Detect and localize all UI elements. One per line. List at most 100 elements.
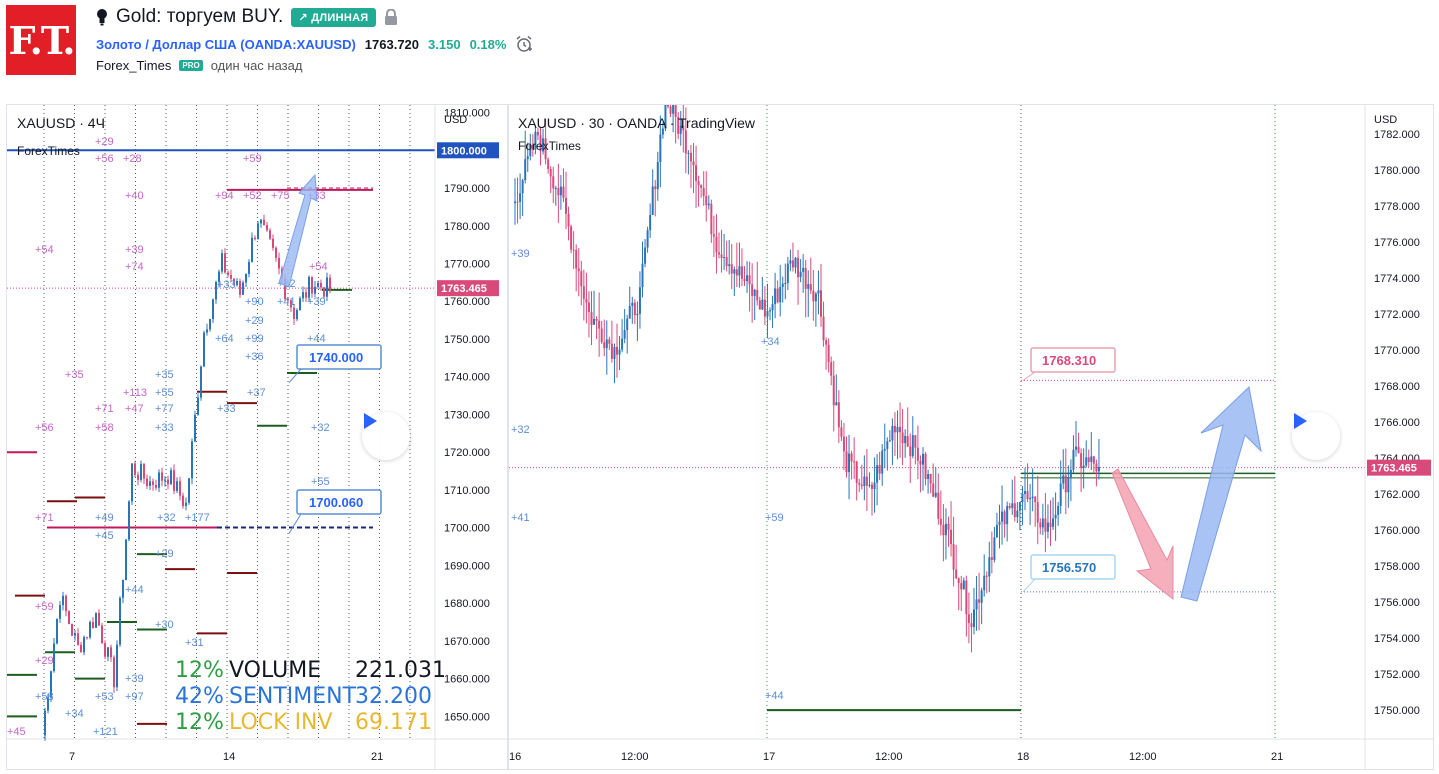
candle-body [664,105,667,129]
candle-body [1001,511,1004,522]
candle-body [654,186,657,190]
current-price-badge [1367,459,1431,476]
time-axis-label: 12:00 [1129,751,1157,763]
level-annotation: +39 [125,673,144,685]
left-chart-panel[interactable]: +29 +56 +28 +59 +40 +94 +52 +75 +33 +54 +39 +74 +54 +… [6,104,508,770]
candle-body [710,203,713,235]
stat-value: 69.171 [355,710,432,735]
candle-body [1011,503,1014,508]
price-axis-tick: 1730.000 [444,409,490,421]
candle-body [618,349,621,355]
candle-body [807,284,810,289]
left-play-button[interactable] [362,412,410,460]
author-name[interactable]: Forex_Times [96,58,172,73]
time-axis-label: 12:00 [621,751,649,763]
candle-body [302,292,304,299]
candle-body [531,144,534,150]
candle-body [626,318,629,331]
level-annotation: +40 [125,190,144,202]
candle-body [284,278,286,299]
candle-body [308,277,310,298]
price-axis-tick: 1760.000 [1374,525,1420,537]
candle-body [786,263,789,284]
candle-body [59,605,61,619]
candle-body [733,269,736,274]
candle-body [695,165,698,182]
candle-body [131,463,133,502]
candle-body [758,300,761,310]
candle-body [960,583,963,590]
price-axis-tick: 1772.000 [1374,309,1420,321]
candle-body [53,643,55,672]
candle-body [919,460,922,465]
level-annotation: +58 [35,691,54,703]
candle-body [659,134,662,163]
candle-body [257,223,259,240]
candle-body [539,135,542,152]
candle-body [603,342,606,349]
right-play-button[interactable] [1292,412,1340,460]
candle-body [1052,518,1055,527]
level-annotation: +113 [123,387,147,399]
symbol-name: Золото / Доллар США [96,36,237,52]
symbol-link[interactable]: Золото / Доллар США (OANDA:XAUUSD) [96,37,356,52]
candle-body [799,271,802,278]
candle-body [1029,498,1032,500]
candle-body [299,298,301,310]
candle-body [77,633,79,645]
level-annotation: +33 [217,403,236,415]
candle-body [740,266,743,279]
candle-body [176,481,178,491]
alarm-clock-icon[interactable] [515,35,533,53]
candle-body [98,613,100,626]
candle-body [542,138,545,152]
candle-body [641,263,644,288]
price-axis-tick: 1660.000 [444,674,490,686]
target-down-pointer [1022,578,1036,593]
candle-body [534,131,537,150]
stat-label: SENTIMENT [229,684,357,709]
candle-body [906,435,909,447]
candle-body [140,463,142,480]
price-axis-tick: 1720.000 [444,447,490,459]
level-annotation: +37 [247,387,266,399]
level-annotation: +44 [307,333,326,345]
left-chart-canvas[interactable]: +29 +56 +28 +59 +40 +94 +52 +75 +33 +54 +39 +74 +54 +… [7,105,507,769]
candle-body [113,657,115,688]
candle-body [191,441,193,479]
candle-body [110,647,112,658]
price-axis-tick: 1780.000 [1374,165,1420,177]
level-badge [437,142,499,159]
time-axis-label: 18 [1017,751,1029,763]
candle-body [865,476,868,486]
candle-body [266,225,268,231]
candle-body [1049,522,1052,527]
candle-body [802,267,805,272]
candle-body [209,319,211,330]
callout-1740-box [296,344,382,370]
level-annotation: +44 [765,690,784,702]
level-annotation: +29 [155,548,174,560]
level-annotation: +97 [125,691,144,703]
candle-body [922,453,924,465]
candle-body [735,269,738,276]
candle-body [179,481,181,496]
candle-body [1034,496,1037,503]
level-annotation: +64 [215,333,234,345]
candle-body [743,278,746,282]
ft-logo[interactable]: F.T. [6,5,76,75]
level-annotation: +90 [245,296,264,308]
candle-body [1013,503,1016,518]
right-chart-panel[interactable]: +39 +34 +32 +41 +59 +44 1768.310 1756.570 USD 178… [508,104,1434,770]
candle-body [689,152,692,162]
candle-body [842,436,845,452]
candle-body [1046,522,1049,532]
candle-body [781,283,784,288]
level-annotation: +56 [35,422,54,434]
candle-body [965,580,968,615]
candle-body [161,472,163,481]
candle-body [68,611,70,625]
candle-body [559,186,562,196]
level-annotation: +99 [245,333,264,345]
right-chart-canvas[interactable]: +39 +34 +32 +41 +59 +44 1768.310 1756.570 USD 178… [509,105,1433,769]
